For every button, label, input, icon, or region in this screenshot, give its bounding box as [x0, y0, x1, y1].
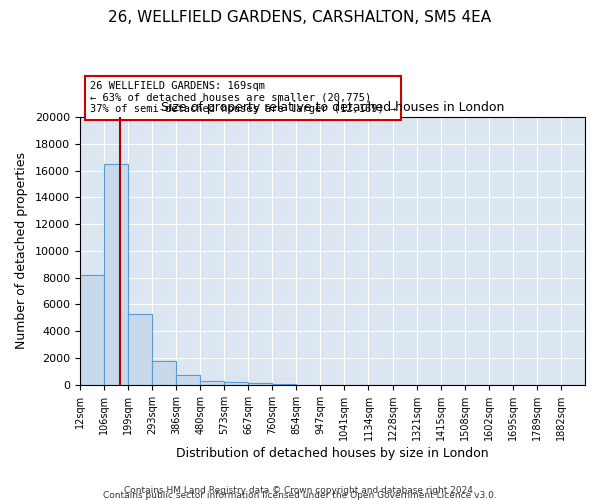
Text: 26 WELLFIELD GARDENS: 169sqm
← 63% of detached houses are smaller (20,775)
37% o: 26 WELLFIELD GARDENS: 169sqm ← 63% of de…	[90, 81, 396, 114]
Title: Size of property relative to detached houses in London: Size of property relative to detached ho…	[161, 102, 504, 114]
Bar	[272, 384, 296, 385]
Bar	[104, 164, 128, 385]
Text: 26, WELLFIELD GARDENS, CARSHALTON, SM5 4EA: 26, WELLFIELD GARDENS, CARSHALTON, SM5 4…	[109, 10, 491, 25]
Bar	[248, 384, 272, 385]
Bar	[128, 314, 152, 385]
Text: Contains public sector information licensed under the Open Government Licence v3: Contains public sector information licen…	[103, 491, 497, 500]
Text: Contains HM Land Registry data © Crown copyright and database right 2024.: Contains HM Land Registry data © Crown c…	[124, 486, 476, 495]
X-axis label: Distribution of detached houses by size in London: Distribution of detached houses by size …	[176, 447, 489, 460]
Bar	[224, 382, 248, 385]
Bar	[80, 275, 104, 385]
Y-axis label: Number of detached properties: Number of detached properties	[15, 152, 28, 350]
Bar	[152, 360, 176, 385]
Bar	[176, 375, 200, 385]
Bar	[200, 381, 224, 385]
